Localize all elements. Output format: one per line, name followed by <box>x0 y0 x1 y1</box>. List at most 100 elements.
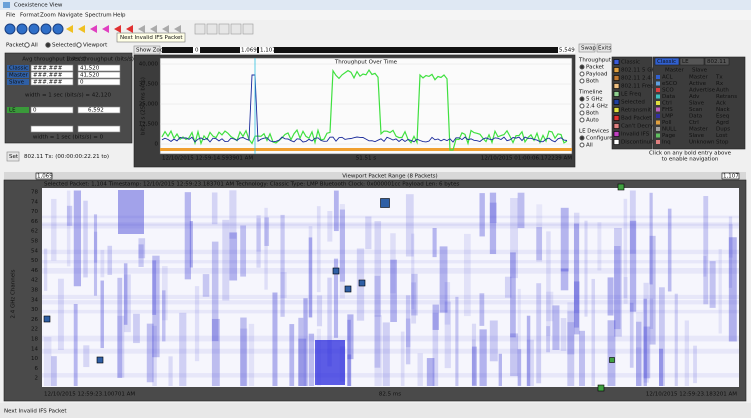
type-entry[interactable]: Page <box>662 133 676 139</box>
type-entry[interactable]: Agrd <box>716 120 729 126</box>
type-entry[interactable]: Ctrl <box>662 101 672 107</box>
type-entry[interactable]: Ctrl <box>689 120 699 126</box>
type-entry[interactable]: Master <box>689 127 709 133</box>
tab[interactable] <box>679 57 705 66</box>
radio-label[interactable]: Packet <box>586 65 605 71</box>
toolbar-button[interactable] <box>4 23 16 35</box>
radio-label[interactable]: All <box>586 143 593 149</box>
menu-item[interactable]: File <box>6 13 16 19</box>
type-entry[interactable]: Retrans <box>716 94 737 100</box>
radio[interactable] <box>24 42 30 48</box>
tab[interactable] <box>654 57 680 66</box>
button[interactable] <box>133 45 161 55</box>
type-entry[interactable]: Adv <box>689 94 700 100</box>
type-entry[interactable]: NULL <box>662 127 677 133</box>
radio[interactable] <box>579 103 585 109</box>
radio[interactable] <box>579 110 585 116</box>
toolbar-arrow[interactable] <box>126 25 133 33</box>
toolbar-arrow[interactable] <box>150 25 157 33</box>
packet-marker[interactable] <box>358 279 366 287</box>
type-entry[interactable]: Data <box>662 94 675 100</box>
type-entry[interactable]: Slave <box>689 133 705 139</box>
set-button[interactable] <box>6 151 20 162</box>
type-entry[interactable]: Data <box>689 114 702 120</box>
packet-marker[interactable] <box>96 356 104 364</box>
type-entry[interactable]: Auth <box>716 88 729 94</box>
type-entry[interactable]: Lost <box>716 133 728 139</box>
radio[interactable] <box>579 142 585 148</box>
radio-label[interactable]: Both <box>586 111 599 117</box>
menu-item[interactable]: Navigate <box>58 13 83 19</box>
type-entry[interactable]: Scan <box>689 107 703 113</box>
type-entry[interactable]: ACL <box>662 75 674 81</box>
packet-marker[interactable] <box>597 384 605 392</box>
packet-marker[interactable] <box>43 315 51 323</box>
tab-label[interactable]: LE <box>682 59 689 65</box>
toolbar-arrow[interactable] <box>102 25 109 33</box>
menu-item[interactable]: Zoom <box>40 13 56 19</box>
toolbar-arrow[interactable] <box>114 25 121 33</box>
type-entry[interactable]: Advertise <box>689 88 716 94</box>
toolbar-button[interactable] <box>242 23 254 35</box>
radio[interactable] <box>76 42 82 48</box>
type-entry[interactable]: Unknown <box>689 140 715 146</box>
type-entry[interactable]: Inq <box>662 140 671 146</box>
toolbar-button[interactable] <box>40 23 52 35</box>
toolbar-button[interactable] <box>52 23 64 35</box>
toolbar-button[interactable] <box>206 23 218 35</box>
toolbar-button[interactable] <box>218 23 230 35</box>
toolbar-arrow[interactable] <box>162 25 169 33</box>
type-entry[interactable]: Stop <box>716 140 729 146</box>
menu-item[interactable]: Help <box>113 13 126 19</box>
radio-label[interactable]: 2.4 GHz <box>586 104 608 110</box>
menu-item[interactable]: Spectrum <box>85 13 112 19</box>
toolbar-button[interactable] <box>230 23 242 35</box>
tab[interactable] <box>704 57 730 66</box>
button[interactable] <box>578 43 596 53</box>
toolbar-button[interactable] <box>16 23 28 35</box>
radio[interactable] <box>579 78 585 84</box>
type-entry[interactable]: Nack <box>716 107 731 113</box>
type-entry[interactable]: Dups <box>716 127 730 133</box>
radio[interactable] <box>579 96 585 102</box>
toolbar-button[interactable] <box>28 23 40 35</box>
radio-label[interactable]: 5 GHz <box>586 97 603 103</box>
toolbar-arrow[interactable] <box>174 25 181 33</box>
packet-marker[interactable] <box>344 285 352 293</box>
type-entry[interactable]: Rx <box>716 81 724 87</box>
toolbar-arrow[interactable] <box>90 25 97 33</box>
radio-label[interactable]: Payload <box>586 72 607 78</box>
type-entry[interactable]: SCO <box>662 88 674 94</box>
radio[interactable] <box>579 71 585 77</box>
toolbar-button[interactable] <box>194 23 206 35</box>
radio-label[interactable]: Auto <box>586 118 599 124</box>
type-entry[interactable]: Master <box>689 75 709 81</box>
radio-label[interactable]: Configured <box>586 136 616 142</box>
toolbar-arrow[interactable] <box>138 25 145 33</box>
packet-marker[interactable] <box>609 357 615 363</box>
radio[interactable] <box>45 42 51 48</box>
type-entry[interactable]: Ack <box>716 101 727 107</box>
menu-item[interactable]: Format <box>20 13 40 19</box>
toolbar-arrow[interactable] <box>78 25 85 33</box>
radio-label[interactable]: Both <box>586 79 599 85</box>
signal <box>222 219 230 301</box>
packet-marker[interactable] <box>617 183 625 191</box>
tab-label[interactable]: 802.11 <box>707 59 726 65</box>
radio[interactable] <box>579 135 585 141</box>
tab-label[interactable]: Classic <box>657 59 676 65</box>
type-entry[interactable]: FHS <box>662 107 673 113</box>
type-entry[interactable]: Active <box>689 81 707 87</box>
type-entry[interactable]: Slave <box>689 101 705 107</box>
button[interactable] <box>596 43 612 53</box>
type-entry[interactable]: eSCO <box>662 81 678 87</box>
type-entry[interactable]: Eseq <box>716 114 729 120</box>
packet-marker[interactable] <box>332 267 340 275</box>
radio[interactable] <box>579 117 585 123</box>
packet-marker[interactable] <box>380 198 390 208</box>
type-entry[interactable]: LMP <box>662 114 674 120</box>
radio[interactable] <box>579 64 585 70</box>
type-entry[interactable]: Tx <box>715 75 723 81</box>
type-entry[interactable]: Poll <box>662 120 672 126</box>
toolbar-arrow[interactable] <box>66 25 73 33</box>
